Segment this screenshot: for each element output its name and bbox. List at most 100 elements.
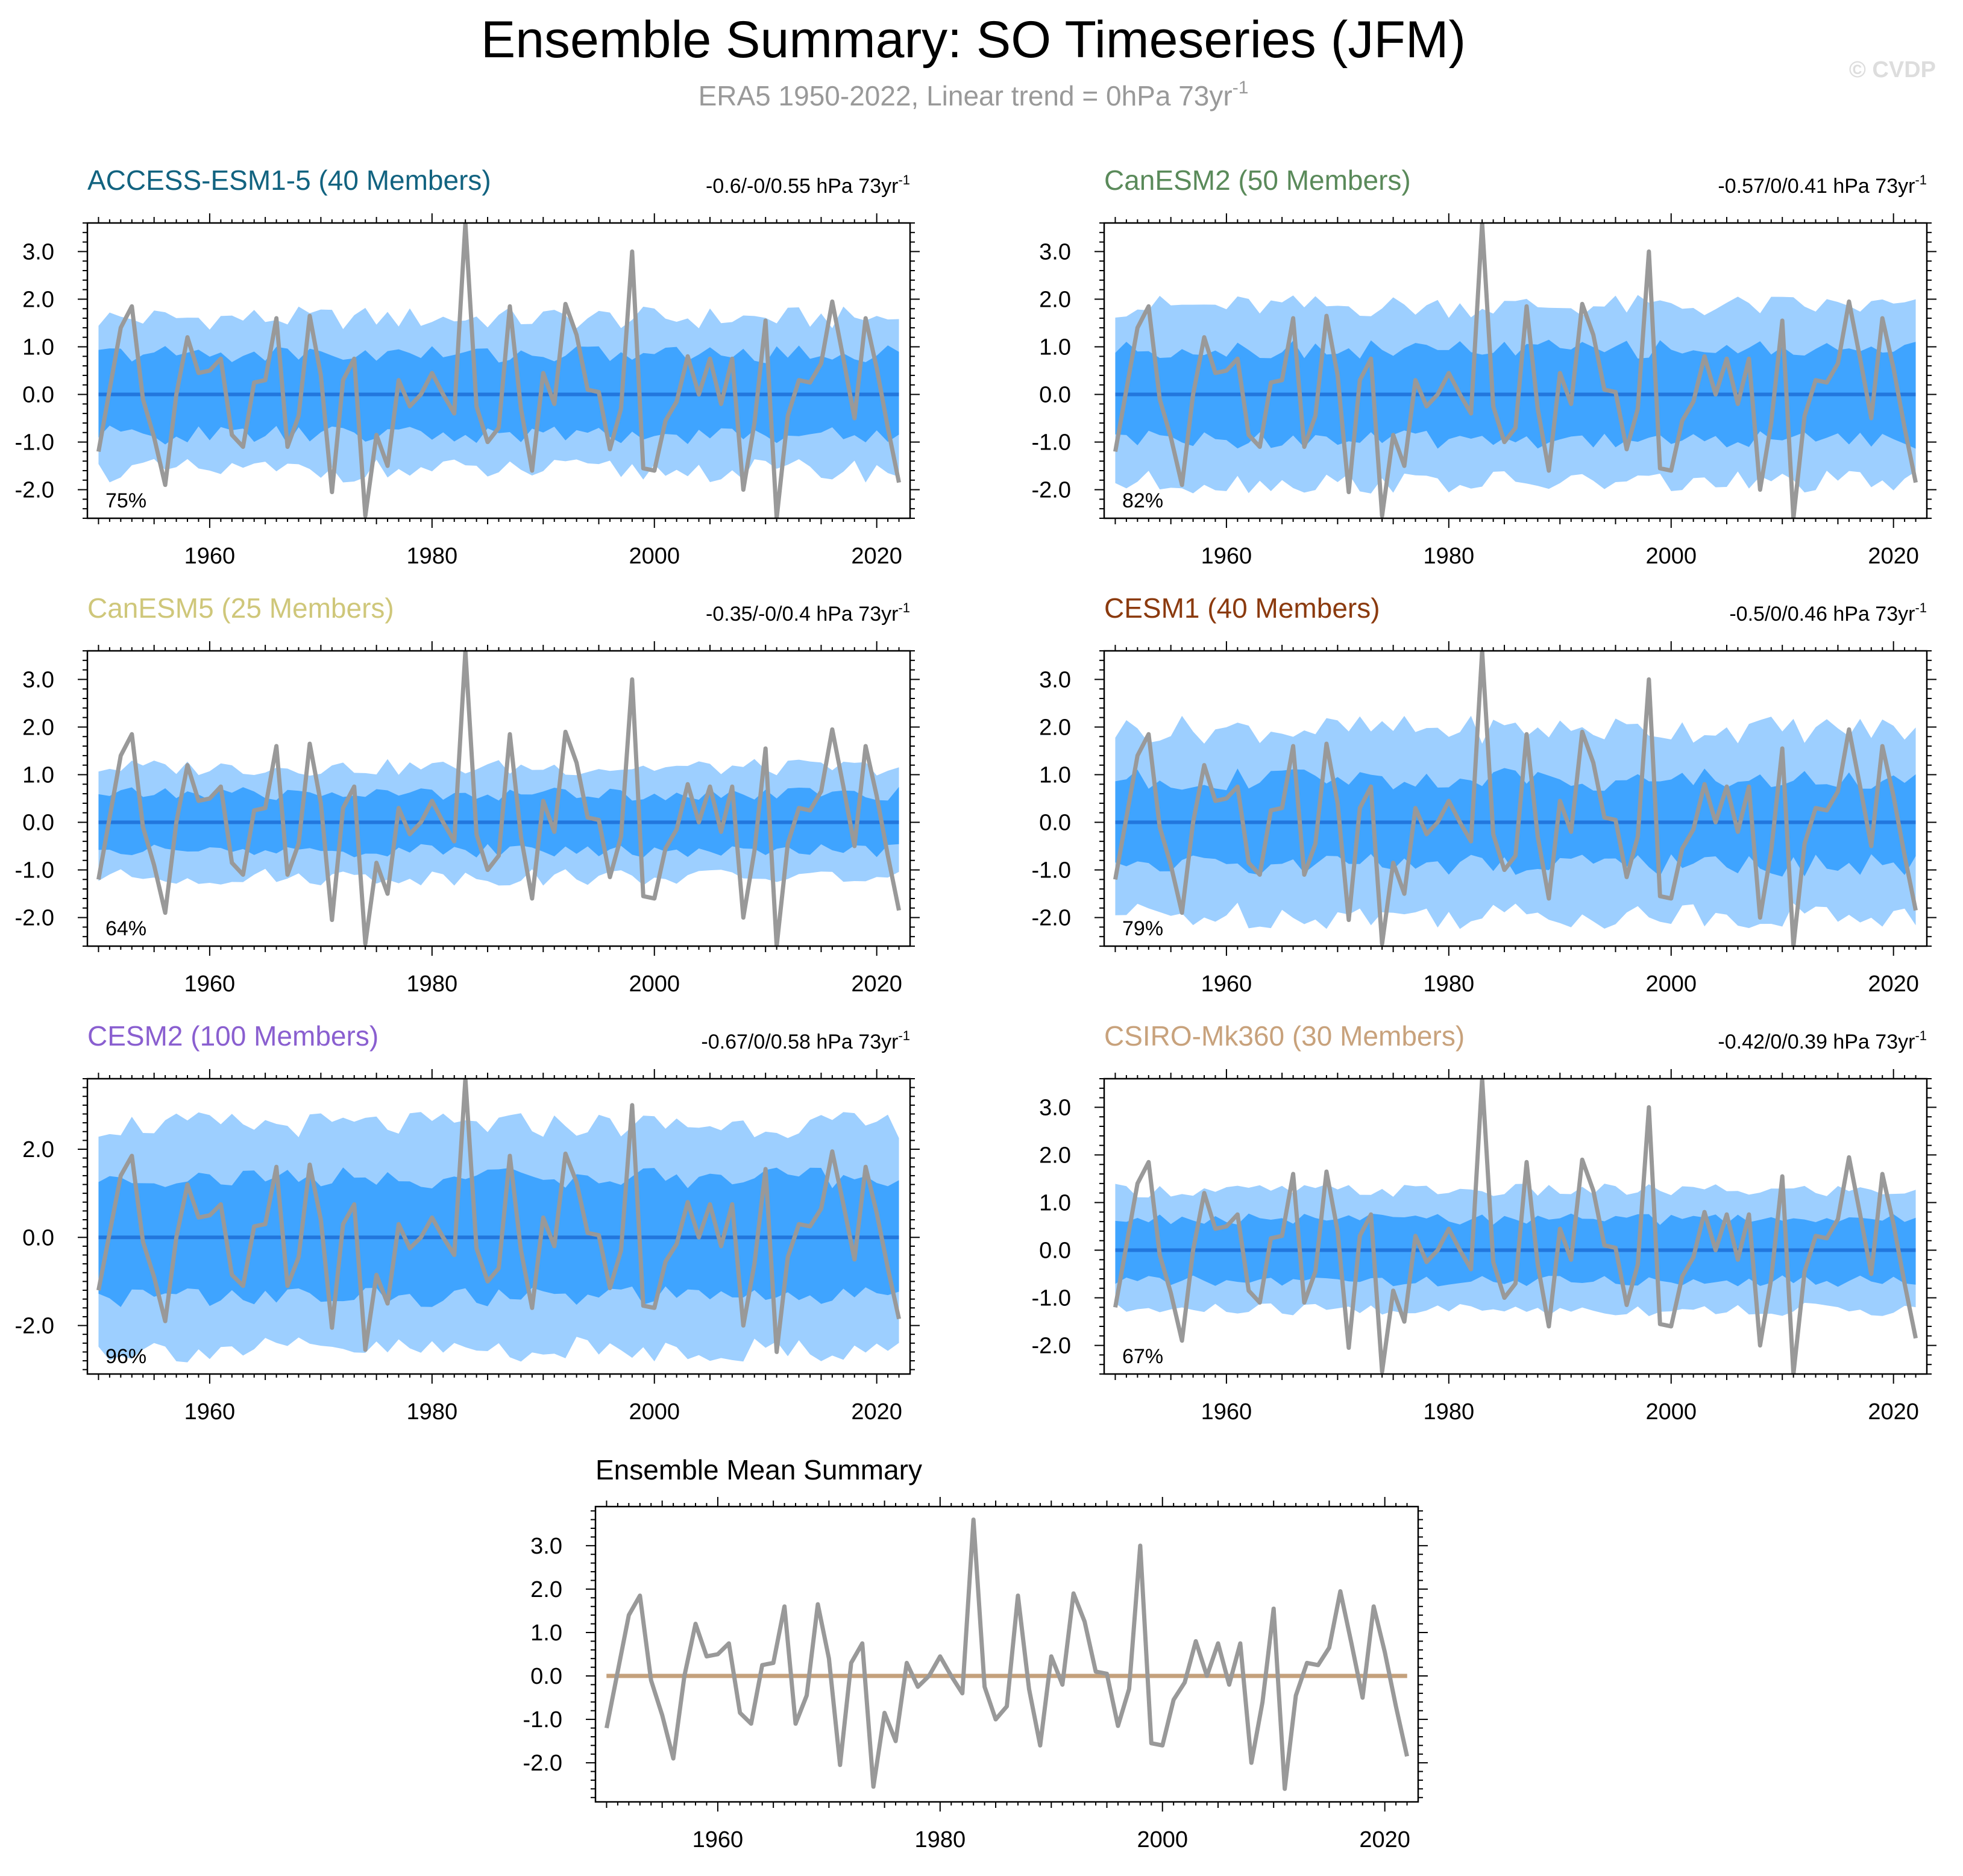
- y-tick-label: 2.0: [1039, 287, 1071, 312]
- x-tick-label: 2020: [851, 544, 902, 569]
- x-tick-label: 1960: [1201, 1399, 1252, 1425]
- x-tick-label: 1960: [1201, 544, 1252, 569]
- y-tick-label: 0.0: [1039, 1238, 1071, 1264]
- y-tick-label: -1.0: [15, 430, 54, 456]
- x-tick-label: 1980: [1424, 544, 1475, 569]
- y-tick-label: 1.0: [1039, 334, 1071, 360]
- watermark-text: © CVDP: [1849, 57, 1936, 83]
- y-tick-label: 1.0: [22, 762, 54, 788]
- plot-area: [1113, 1079, 1918, 1374]
- y-tick-label: 2.0: [22, 715, 54, 740]
- y-tick-label: 3.0: [530, 1534, 562, 1559]
- trend-label-text: -0.35/-0/0.4 hPa 73yr: [706, 603, 898, 626]
- trend-label-sup: -1: [1915, 600, 1927, 615]
- y-tick-label: 0.0: [1039, 811, 1071, 836]
- panel-title: Ensemble Mean Summary: [595, 1454, 922, 1485]
- y-tick-label: 2.0: [22, 287, 54, 312]
- x-tick-label: 2000: [1645, 544, 1697, 569]
- x-tick-label: 2000: [1645, 1399, 1697, 1425]
- percent-label: 67%: [1122, 1345, 1163, 1368]
- y-tick-label: 3.0: [22, 239, 54, 265]
- y-tick-label: 2.0: [530, 1577, 562, 1602]
- plot-area: [1113, 223, 1918, 518]
- trend-label: -0.67/0/0.58 hPa 73yr-1: [701, 1028, 910, 1053]
- trend-label: -0.42/0/0.39 hPa 73yr-1: [1718, 1028, 1927, 1053]
- x-tick-label: 1980: [407, 1399, 458, 1425]
- trend-label-sup: -1: [898, 172, 910, 187]
- trend-label-text: -0.5/0/0.46 hPa 73yr: [1729, 603, 1915, 626]
- y-tick-label: -1.0: [523, 1707, 562, 1733]
- panel-5: 1960 1980 2000 2020 2.0 0.0 -2.0 CESM2 (100 Mem…: [15, 1020, 920, 1425]
- panel-title: CSIRO-Mk360 (30 Members): [1104, 1020, 1465, 1052]
- y-tick-label: 3.0: [1039, 239, 1071, 265]
- panel-3: 1960 1980 2000 2020 3.0 2.0 1.0 0.0 -1.0 -2.0 CanE…: [15, 592, 920, 997]
- panel-4: 1960 1980 2000 2020 3.0 2.0 1.0 0.0 -1.0 -2.0 CESM…: [1032, 592, 1936, 997]
- y-tick-label: -2.0: [1032, 1334, 1071, 1359]
- figure-subtitle-text: ERA5 1950-2022, Linear trend = 0hPa 73yr: [699, 80, 1233, 111]
- y-tick-label: -2.0: [523, 1751, 562, 1776]
- y-tick-label: -1.0: [1032, 858, 1071, 883]
- x-tick-label: 2020: [851, 1399, 902, 1425]
- trend-label-text: -0.6/-0/0.55 hPa 73yr: [706, 175, 898, 198]
- panel-2: 1960 1980 2000 2020 3.0 2.0 1.0 0.0 -1.0 -2.0 CanE…: [1032, 165, 1936, 569]
- x-tick-label: 1960: [184, 544, 236, 569]
- y-tick-label: 2.0: [22, 1137, 54, 1162]
- observed-series-line: [96, 1079, 901, 1354]
- trend-label-sup: -1: [1915, 172, 1927, 187]
- y-tick-label: 3.0: [22, 667, 54, 692]
- x-tick-label: 2000: [629, 971, 680, 997]
- observed-series-line: [605, 1517, 1409, 1791]
- y-tick-label: 1.0: [22, 334, 54, 360]
- trend-label: -0.35/-0/0.4 hPa 73yr-1: [706, 600, 910, 626]
- x-tick-label: 2020: [1868, 1399, 1919, 1425]
- trend-label: -0.6/-0/0.55 hPa 73yr-1: [706, 172, 910, 198]
- y-tick-label: 1.0: [1039, 1190, 1071, 1216]
- y-tick-label: -1.0: [1032, 430, 1071, 456]
- x-tick-label: 1980: [1424, 1399, 1475, 1425]
- y-tick-label: 3.0: [1039, 667, 1071, 692]
- panel-title: ACCESS-ESM1-5 (40 Members): [87, 165, 491, 196]
- trend-label-text: -0.42/0/0.39 hPa 73yr: [1718, 1031, 1915, 1053]
- trend-label-text: -0.57/0/0.41 hPa 73yr: [1718, 175, 1915, 198]
- percent-label: 64%: [105, 917, 146, 940]
- y-tick-label: -2.0: [15, 478, 54, 503]
- x-tick-label: 1980: [915, 1827, 966, 1852]
- trend-label-sup: -1: [898, 1028, 910, 1043]
- panel-title: CanESM2 (50 Members): [1104, 165, 1411, 196]
- y-tick-label: -2.0: [1032, 906, 1071, 931]
- y-tick-label: -2.0: [1032, 478, 1071, 503]
- panel-title: CESM2 (100 Members): [87, 1020, 378, 1052]
- x-tick-label: 1960: [1201, 971, 1252, 997]
- panels-group: 1960 1980 2000 2020 3.0 2.0 1.0 0.0 -1.0 -2.0 ACCE…: [15, 165, 1936, 1852]
- y-tick-label: 2.0: [1039, 1143, 1071, 1168]
- plot-area: [1113, 651, 1918, 946]
- observed-series-line: [1113, 223, 1918, 518]
- y-tick-label: -2.0: [15, 1314, 54, 1339]
- plot-area: [605, 1517, 1409, 1791]
- x-tick-label: 2020: [1868, 971, 1919, 997]
- percent-label: 96%: [105, 1345, 146, 1368]
- trend-label: -0.57/0/0.41 hPa 73yr-1: [1718, 172, 1927, 198]
- x-tick-label: 2000: [1645, 971, 1697, 997]
- x-tick-label: 2000: [629, 1399, 680, 1425]
- x-tick-label: 2020: [851, 971, 902, 997]
- trend-label-text: -0.67/0/0.58 hPa 73yr: [701, 1031, 898, 1053]
- panel-title: CanESM5 (25 Members): [87, 592, 394, 624]
- observed-series-line: [96, 223, 901, 518]
- panel-7: 1960 1980 2000 2020 3.0 2.0 1.0 0.0 -1.0 -2.0 Ense…: [523, 1454, 1428, 1852]
- trend-label-sup: -1: [1915, 1028, 1927, 1043]
- percent-label: 75%: [105, 489, 146, 512]
- plot-area: [96, 1079, 901, 1363]
- figure-subtitle-sup: -1: [1233, 78, 1249, 98]
- y-tick-label: -1.0: [15, 858, 54, 883]
- x-tick-label: 1960: [184, 1399, 236, 1425]
- y-tick-label: 0.0: [22, 811, 54, 836]
- y-tick-label: 1.0: [1039, 762, 1071, 788]
- x-tick-label: 2020: [1868, 544, 1919, 569]
- x-tick-label: 2000: [1137, 1827, 1188, 1852]
- figure-title: Ensemble Summary: SO Timeseries (JFM): [481, 11, 1466, 69]
- figure-subtitle: ERA5 1950-2022, Linear trend = 0hPa 73yr…: [699, 78, 1249, 111]
- y-tick-label: -1.0: [1032, 1286, 1071, 1311]
- x-tick-label: 1960: [693, 1827, 744, 1852]
